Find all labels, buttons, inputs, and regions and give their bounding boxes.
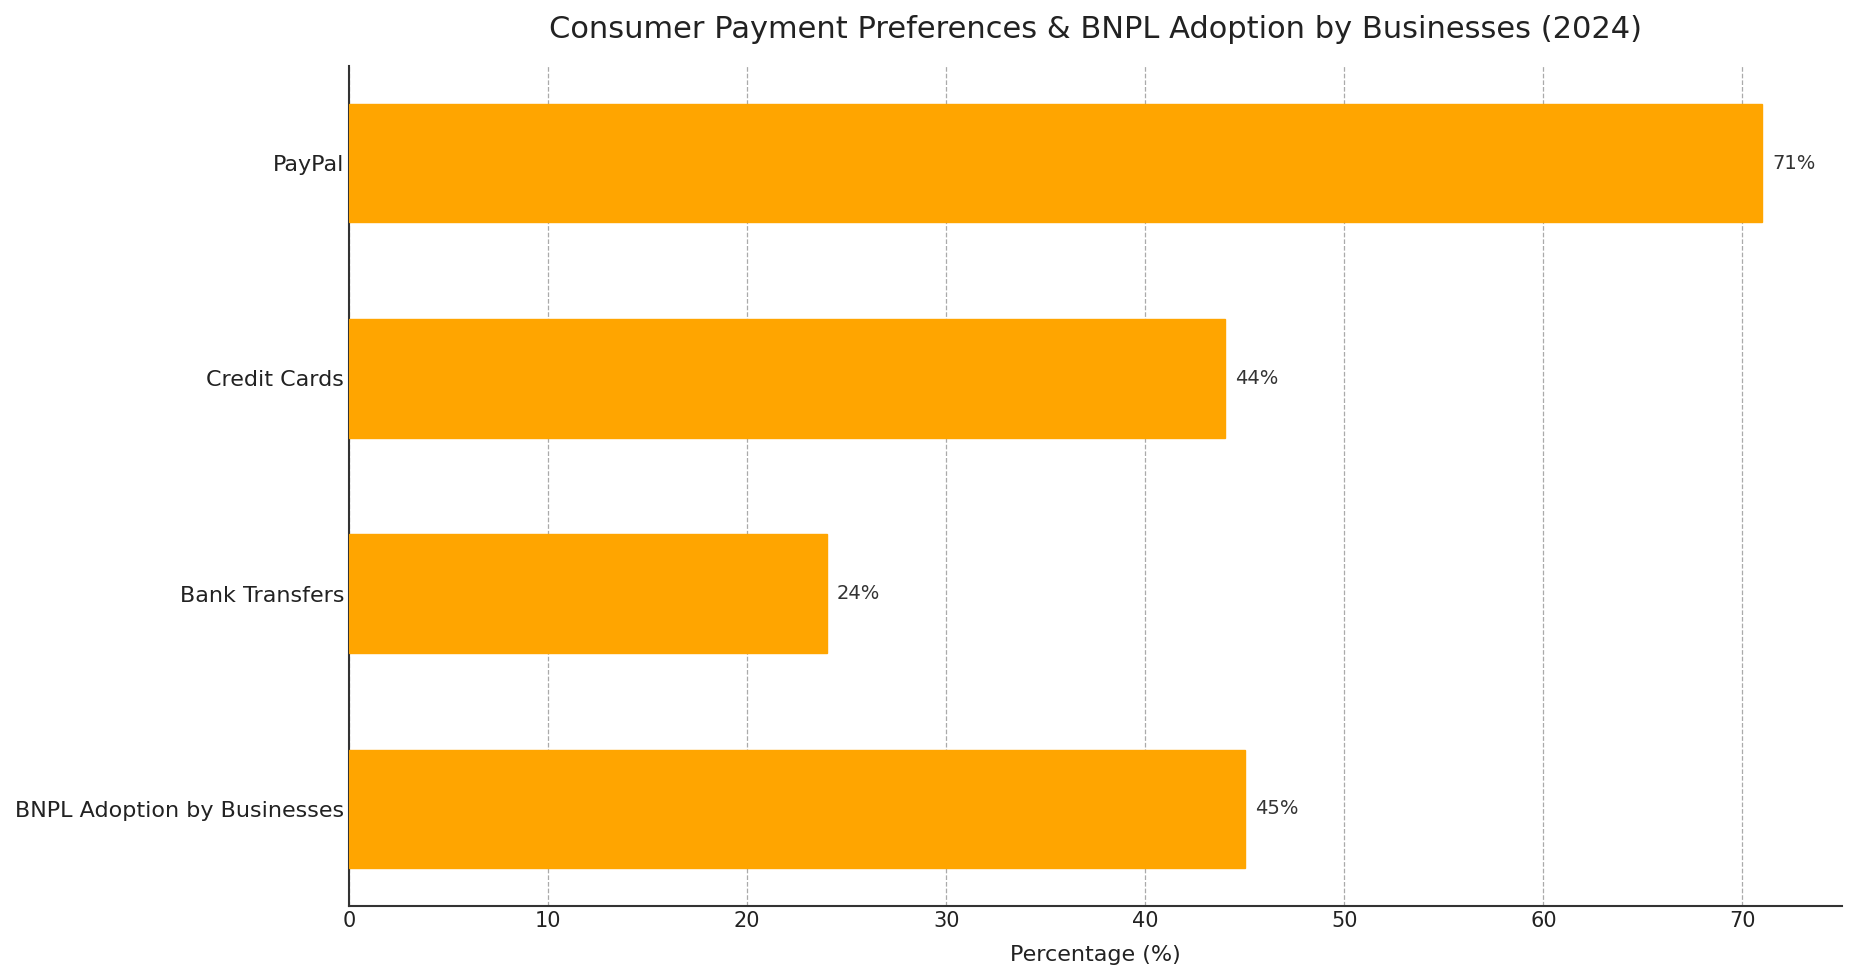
- Text: 45%: 45%: [1255, 800, 1298, 818]
- Bar: [349, 104, 1762, 222]
- X-axis label: Percentage (%): Percentage (%): [1010, 945, 1181, 965]
- Text: 44%: 44%: [1235, 368, 1278, 388]
- Bar: [349, 534, 826, 653]
- Text: 71%: 71%: [1772, 154, 1816, 172]
- Title: Consumer Payment Preferences & BNPL Adoption by Businesses (2024): Consumer Payment Preferences & BNPL Adop…: [550, 15, 1642, 44]
- Bar: [349, 750, 1244, 868]
- Bar: [349, 319, 1226, 438]
- Text: 24%: 24%: [838, 584, 880, 603]
